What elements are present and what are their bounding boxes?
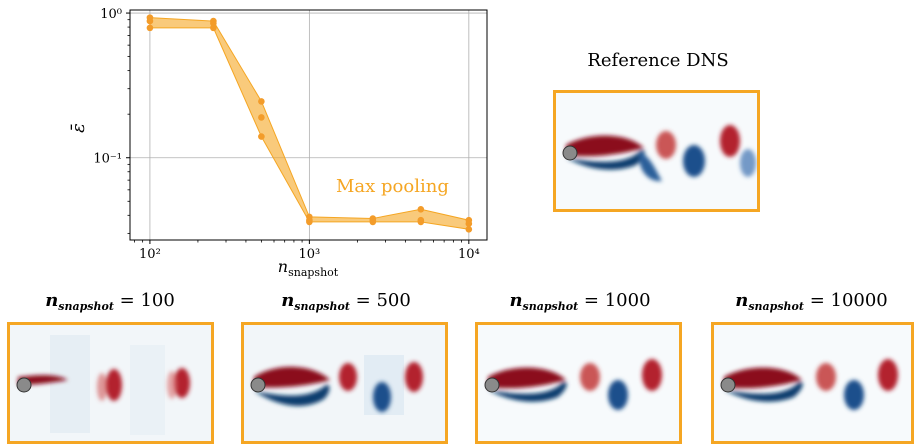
- data-point: [146, 24, 154, 32]
- reference-flow-field: [556, 93, 757, 209]
- panel-label-100: nsnapshot = 100: [45, 290, 175, 313]
- flow-field-10000: [714, 325, 911, 441]
- panel-label-1000: nsnapshot = 1000: [509, 290, 651, 313]
- y-axis-label: ε̄: [68, 123, 89, 133]
- data-point: [465, 226, 473, 233]
- snapshot-panel-1000: [475, 322, 682, 444]
- data-point: [258, 98, 265, 105]
- error-chart: 10² 10³ 10⁴ 10⁻¹ 10⁰ ε̄ nsnapshot: [68, 7, 488, 279]
- data-point: [369, 218, 377, 226]
- panel-label-10000: nsnapshot = 10000: [735, 290, 888, 313]
- flow-field-1000: [478, 325, 679, 441]
- reference-dns-panel: [553, 90, 760, 212]
- data-point: [146, 17, 154, 25]
- data-point: [306, 218, 313, 226]
- y-tick-label: 10⁰: [100, 7, 122, 22]
- max-pooling-annotation: Max pooling: [336, 176, 449, 197]
- plot-frame: [129, 9, 488, 241]
- x-tick-label: 10⁴: [458, 247, 480, 262]
- panel-label-500: nsnapshot = 500: [281, 290, 411, 313]
- data-point: [465, 220, 473, 227]
- y-tick-label: 10⁻¹: [93, 152, 122, 167]
- flow-field-100: [10, 325, 211, 441]
- flow-field-500: [244, 325, 445, 441]
- data-point: [258, 133, 265, 140]
- data-point: [417, 206, 425, 213]
- data-point: [417, 218, 425, 226]
- data-point: [258, 114, 265, 121]
- snapshot-panel-100: [7, 322, 214, 444]
- data-point: [210, 24, 217, 32]
- x-tick-label: 10²: [139, 247, 161, 262]
- reference-dns-title: Reference DNS: [587, 50, 729, 71]
- data-point: [210, 19, 217, 27]
- snapshot-panel-10000: [711, 322, 914, 444]
- x-axis-label: nsnapshot: [278, 257, 339, 279]
- x-tick-label: 10³: [298, 247, 320, 262]
- snapshot-panel-500: [241, 322, 448, 444]
